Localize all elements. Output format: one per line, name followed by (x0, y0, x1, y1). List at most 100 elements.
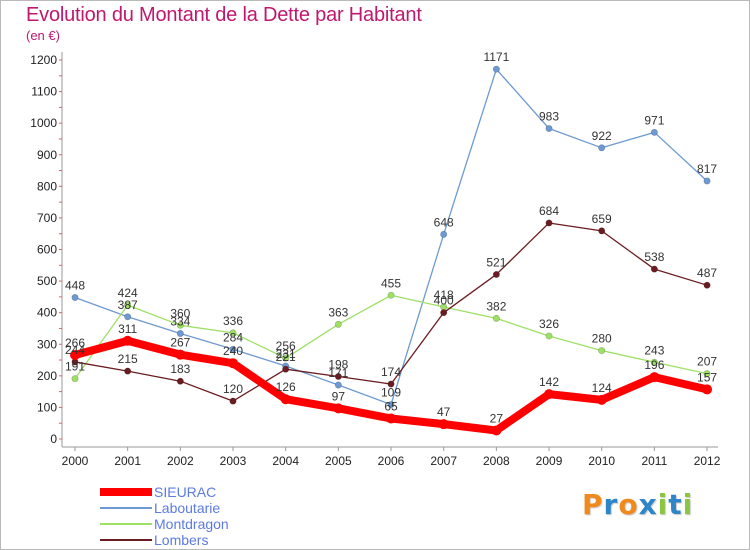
data-label-lombers: 538 (644, 250, 664, 264)
data-point-sieurac (122, 335, 133, 346)
data-point-lombers (440, 309, 448, 317)
data-label-lombers: 120 (223, 382, 243, 396)
data-point-sieurac (438, 419, 449, 430)
logo-letter: i (657, 488, 669, 521)
x-tick-label: 2009 (536, 454, 563, 468)
data-label-montdragon: 280 (592, 332, 612, 346)
logo-letter: i (682, 488, 694, 521)
chart-title: Evolution du Montant de la Dette par Hab… (26, 4, 422, 26)
y-tick-label: 100 (37, 400, 57, 414)
data-label-montdragon: 191 (65, 360, 85, 374)
logo-letter: P (582, 488, 604, 521)
y-tick-label: 1000 (30, 116, 57, 130)
data-label-lombers: 244 (65, 343, 85, 357)
data-label-montdragon: 243 (644, 343, 664, 357)
data-label-laboutarie: 983 (539, 110, 559, 124)
data-point-sieurac (491, 425, 502, 436)
data-label-laboutarie: 971 (644, 113, 664, 127)
data-label-lombers: 221 (276, 350, 296, 364)
data-point-lombers (334, 372, 342, 380)
unit-label: (en €) (26, 28, 60, 43)
data-label-montdragon: 363 (328, 305, 348, 319)
data-point-montdragon (492, 314, 500, 322)
data-label-montdragon: 326 (539, 317, 559, 331)
legend-swatch (100, 523, 152, 525)
data-point-sieurac (596, 394, 607, 405)
data-label-lombers: 659 (592, 212, 612, 226)
data-point-montdragon (650, 358, 658, 366)
legend-swatch (100, 539, 152, 541)
data-point-sieurac (333, 403, 344, 414)
data-label-laboutarie: 817 (697, 162, 717, 176)
legend-item: Montdragon (100, 516, 229, 532)
data-label-sieurac: 266 (65, 336, 85, 350)
data-label-laboutarie: 1171 (483, 50, 509, 64)
data-point-montdragon (71, 375, 79, 383)
data-point-laboutarie (545, 125, 553, 133)
data-point-laboutarie (703, 177, 711, 185)
data-point-lombers (229, 397, 237, 405)
data-label-montdragon: 455 (381, 276, 401, 290)
data-point-lombers (492, 270, 500, 278)
y-tick-label: 1200 (30, 53, 57, 67)
x-tick-label: 2000 (62, 454, 89, 468)
data-point-lombers (282, 365, 290, 373)
legend: SIEURAC Laboutarie Montdragon Lombers (100, 484, 229, 548)
data-label-montdragon: 382 (486, 299, 506, 313)
data-label-montdragon: 418 (434, 288, 454, 302)
x-tick-label: 2012 (694, 454, 721, 468)
data-label-lombers: 198 (328, 357, 348, 371)
x-tick-label: 2005 (325, 454, 352, 468)
data-point-montdragon (176, 321, 184, 329)
data-label-sieurac: 157 (697, 370, 717, 384)
data-label-lombers: 684 (539, 204, 559, 218)
legend-item: SIEURAC (100, 484, 229, 500)
data-point-laboutarie (334, 381, 342, 389)
data-point-lombers (176, 377, 184, 385)
data-point-montdragon (334, 320, 342, 328)
data-point-montdragon (545, 332, 553, 340)
y-tick-label: 600 (37, 243, 57, 257)
data-label-montdragon: 256 (276, 339, 296, 353)
y-tick-label: 200 (37, 369, 57, 383)
data-point-lombers (387, 380, 395, 388)
data-point-laboutarie (71, 294, 79, 302)
x-tick-label: 2003 (220, 454, 247, 468)
legend-item: Lombers (100, 532, 229, 548)
y-tick-label: 0 (50, 432, 57, 446)
legend-label: SIEURAC (154, 484, 217, 500)
data-label-montdragon: 336 (223, 314, 243, 328)
data-label-sieurac: 65 (384, 399, 398, 413)
data-label-montdragon: 207 (697, 355, 717, 369)
data-point-lombers (598, 227, 606, 235)
data-point-laboutarie (387, 401, 395, 409)
data-point-sieurac (70, 349, 80, 360)
data-label-sieurac: 124 (592, 381, 612, 395)
y-tick-label: 400 (37, 306, 57, 320)
data-label-sieurac: 27 (490, 411, 504, 425)
legend-item: Laboutarie (100, 500, 229, 516)
data-point-sieurac (280, 394, 291, 405)
y-tick-label: 700 (37, 211, 57, 225)
data-point-sieurac (175, 349, 186, 360)
data-point-montdragon (229, 329, 237, 337)
x-tick-label: 2004 (272, 454, 299, 468)
logo-letter: o (618, 488, 639, 521)
data-point-sieurac (544, 389, 555, 400)
data-point-sieurac (386, 413, 397, 424)
data-point-montdragon (282, 354, 290, 362)
logo-letter: r (603, 488, 619, 521)
y-tick-label: 1100 (31, 85, 57, 99)
legend-label: Lombers (154, 532, 209, 548)
y-tick-label: 300 (37, 337, 57, 351)
logo-letter: x (638, 488, 658, 521)
data-label-laboutarie: 109 (381, 386, 401, 400)
data-label-laboutarie: 448 (65, 279, 85, 293)
legend-label: Laboutarie (154, 500, 221, 516)
data-label-lombers: 215 (118, 352, 138, 366)
data-label-laboutarie: 231 (276, 347, 296, 361)
x-tick-label: 2002 (167, 454, 194, 468)
legend-label: Montdragon (154, 516, 229, 532)
data-point-laboutarie (176, 330, 184, 338)
